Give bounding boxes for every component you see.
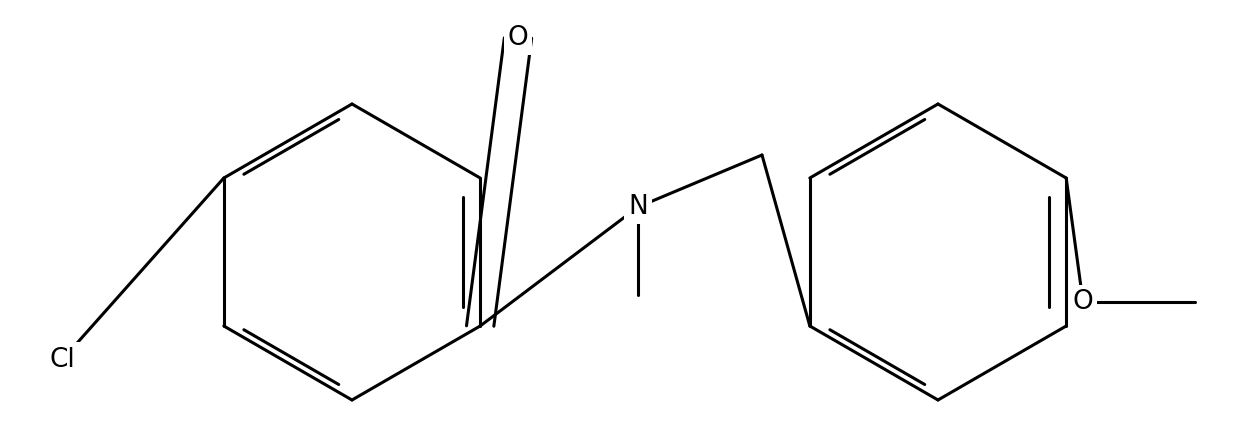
Text: O: O <box>1072 289 1093 315</box>
Text: Cl: Cl <box>49 347 75 373</box>
Text: N: N <box>628 194 648 220</box>
Text: O: O <box>508 25 529 51</box>
